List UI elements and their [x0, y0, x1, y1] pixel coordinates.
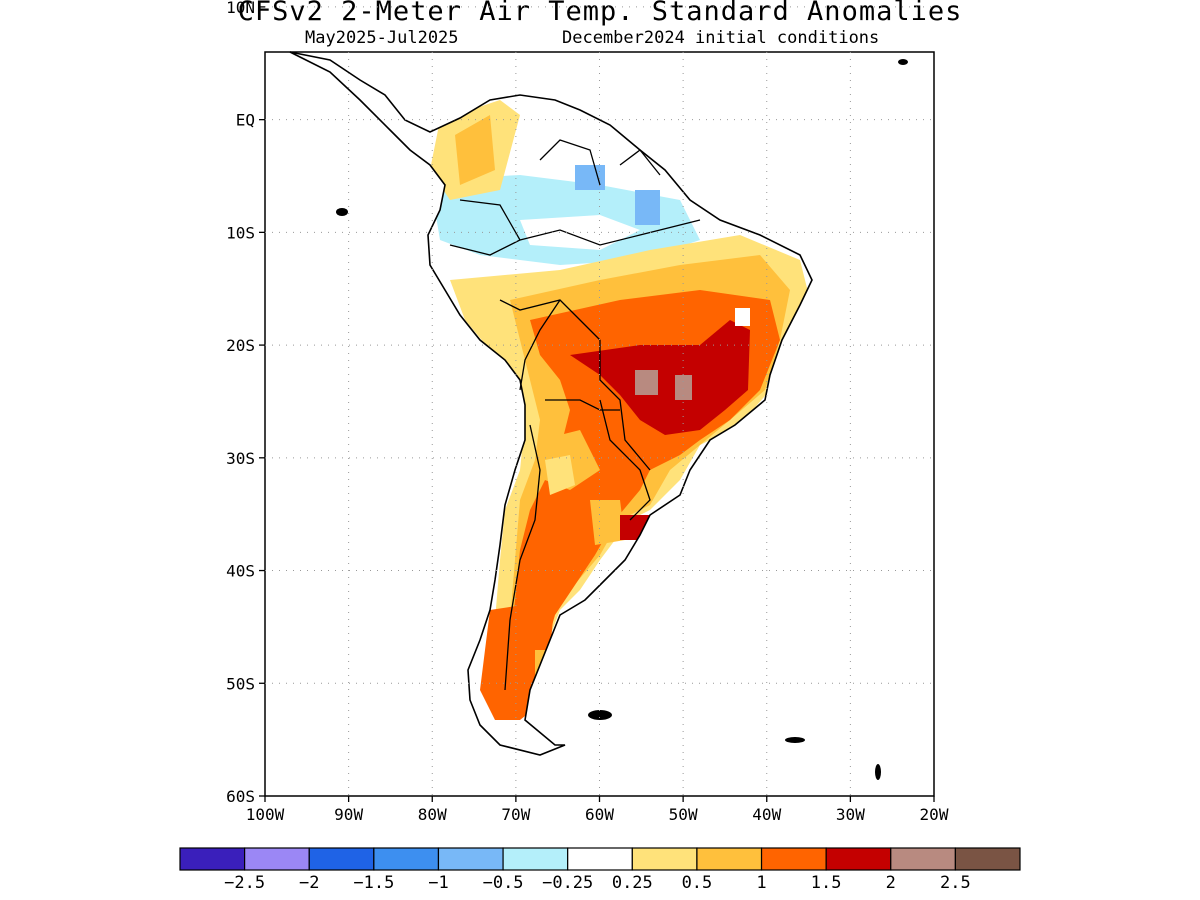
legend-label: −1.5: [353, 873, 394, 893]
legend-label: −1: [428, 873, 448, 893]
legend-label: 0.25: [612, 873, 653, 893]
lon-tick-label: 80W: [418, 805, 447, 824]
lon-tick-label: 100W: [246, 805, 285, 824]
lat-tick-label: 10S: [226, 223, 255, 242]
legend-swatch: [825, 847, 892, 871]
legend-label: 2.5: [940, 873, 971, 893]
legend-swatch: [179, 847, 246, 871]
coastline: [289, 51, 813, 756]
legend-swatch: [502, 847, 569, 871]
legend-swatch: [567, 847, 633, 871]
country-borders: [449, 139, 701, 691]
lat-tick-label: 20S: [226, 336, 255, 355]
legend-swatch: [308, 847, 375, 871]
legend-label: −0.25: [542, 873, 593, 893]
legend-swatch: [373, 847, 440, 871]
legend-label: 1: [756, 873, 766, 893]
lat-tick-label: 50S: [226, 674, 255, 693]
longitude-labels: 100W 90W 80W 70W 60W 50W 40W 30W 20W: [246, 805, 949, 824]
legend-label: 1.5: [811, 873, 842, 893]
legend-label: −0.5: [483, 873, 524, 893]
color-legend: −2.5 −2 −1.5 −1 −0.5 −0.25 0.25 0.5 1 1.5 2 2.5: [179, 847, 1021, 893]
lat-tick-label: 60S: [226, 787, 255, 806]
lon-tick-label: 50W: [669, 805, 698, 824]
islands: [336, 59, 908, 780]
legend-swatch: [696, 847, 763, 871]
legend-label: −2.5: [224, 873, 265, 893]
lon-tick-label: 40W: [752, 805, 781, 824]
latitude-labels: 10N EQ 10S 20S 30S 40S 50S 60S: [226, 0, 255, 806]
lon-tick-label: 30W: [836, 805, 865, 824]
graticule: [259, 6, 935, 802]
lat-tick-label: 30S: [226, 449, 255, 468]
legend-swatch: [244, 847, 310, 871]
forecast-period: May2025-Jul2025: [305, 28, 459, 48]
lat-tick-label: 40S: [226, 562, 255, 581]
lon-tick-label: 20W: [920, 805, 949, 824]
legend-swatch: [890, 847, 956, 871]
legend-swatch: [631, 847, 698, 871]
initial-conditions: December2024 initial conditions: [562, 28, 880, 48]
lon-tick-label: 60W: [585, 805, 614, 824]
legend-swatch: [760, 847, 827, 871]
legend-label: 0.5: [682, 873, 713, 893]
lat-tick-label: 10N: [226, 0, 255, 17]
lat-tick-label: EQ: [236, 111, 255, 130]
legend-label: 2: [886, 873, 896, 893]
map-title: CFSv2 2-Meter Air Temp. Standard Anomali…: [237, 0, 963, 27]
legend-label: −2: [299, 873, 319, 893]
lon-tick-label: 90W: [334, 805, 363, 824]
lon-tick-label: 70W: [501, 805, 530, 824]
legend-swatch: [954, 847, 1021, 871]
legend-swatch: [437, 847, 504, 871]
